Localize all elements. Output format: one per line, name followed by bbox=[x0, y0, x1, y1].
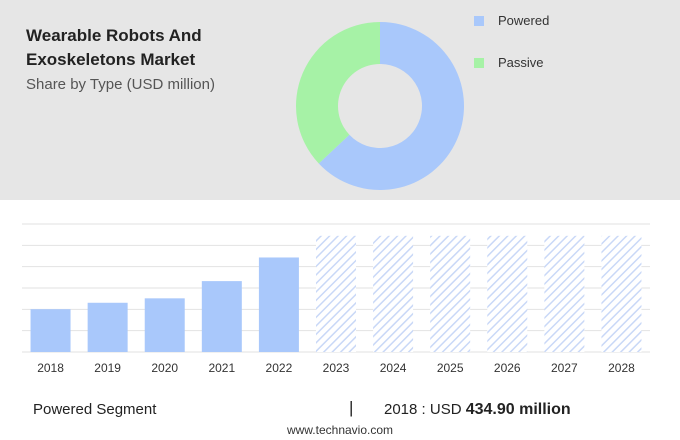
chart-title: Wearable Robots And Exoskeletons Market bbox=[26, 26, 202, 69]
x-tick-label: 2022 bbox=[266, 361, 293, 375]
x-tick-label: 2024 bbox=[380, 361, 407, 375]
footer-divider: | bbox=[349, 398, 354, 417]
bar-2019 bbox=[87, 302, 128, 352]
bar-2022 bbox=[258, 257, 299, 352]
x-tick-label: 2021 bbox=[208, 361, 235, 375]
legend-label-passive: Passive bbox=[498, 55, 544, 70]
bar-2021 bbox=[201, 281, 242, 352]
legend-item-passive: Passive bbox=[474, 55, 544, 70]
legend-label-powered: Powered bbox=[498, 13, 550, 28]
segment-label: Powered Segment bbox=[33, 401, 157, 418]
x-tick-label: 2027 bbox=[551, 361, 578, 375]
chart-subtitle: Share by Type (USD million) bbox=[26, 76, 215, 93]
x-tick-label: 2020 bbox=[151, 361, 178, 375]
x-tick-label: 2019 bbox=[94, 361, 121, 375]
forecast-bar-2026 bbox=[487, 235, 528, 352]
legend-item-powered: Powered bbox=[474, 13, 549, 28]
x-tick-label: 2018 bbox=[37, 361, 64, 375]
donut-slice-powered bbox=[318, 22, 464, 190]
summary-panel: Wearable Robots And Exoskeletons Market … bbox=[0, 0, 680, 200]
legend-swatch-passive bbox=[474, 57, 484, 68]
segment-value: 2018 : USD 434.90 million bbox=[384, 401, 571, 419]
legend-swatch-powered bbox=[474, 15, 484, 26]
bar-2020 bbox=[144, 298, 185, 352]
forecast-bar-2025 bbox=[430, 235, 471, 352]
x-tick-label: 2023 bbox=[323, 361, 350, 375]
x-tick-label: 2025 bbox=[437, 361, 464, 375]
source-link[interactable]: www.technavio.com bbox=[286, 423, 394, 437]
forecast-bar-2027 bbox=[544, 235, 585, 352]
bar-2018 bbox=[30, 309, 71, 352]
forecast-bar-2024 bbox=[373, 235, 414, 352]
x-tick-label: 2026 bbox=[494, 361, 521, 375]
bar-chart: 2018 2019 2020 2021 2022 2023 2024 2025 2026 2027… bbox=[22, 223, 650, 375]
segment-amount: 434.90 million bbox=[465, 401, 571, 418]
forecast-bar-2028 bbox=[601, 235, 642, 352]
donut-chart bbox=[296, 22, 464, 190]
segment-year: 2018 : USD bbox=[384, 401, 466, 418]
forecast-bar-2023 bbox=[316, 235, 356, 352]
x-tick-label: 2028 bbox=[608, 361, 635, 375]
donut-slice-passive bbox=[296, 22, 380, 164]
